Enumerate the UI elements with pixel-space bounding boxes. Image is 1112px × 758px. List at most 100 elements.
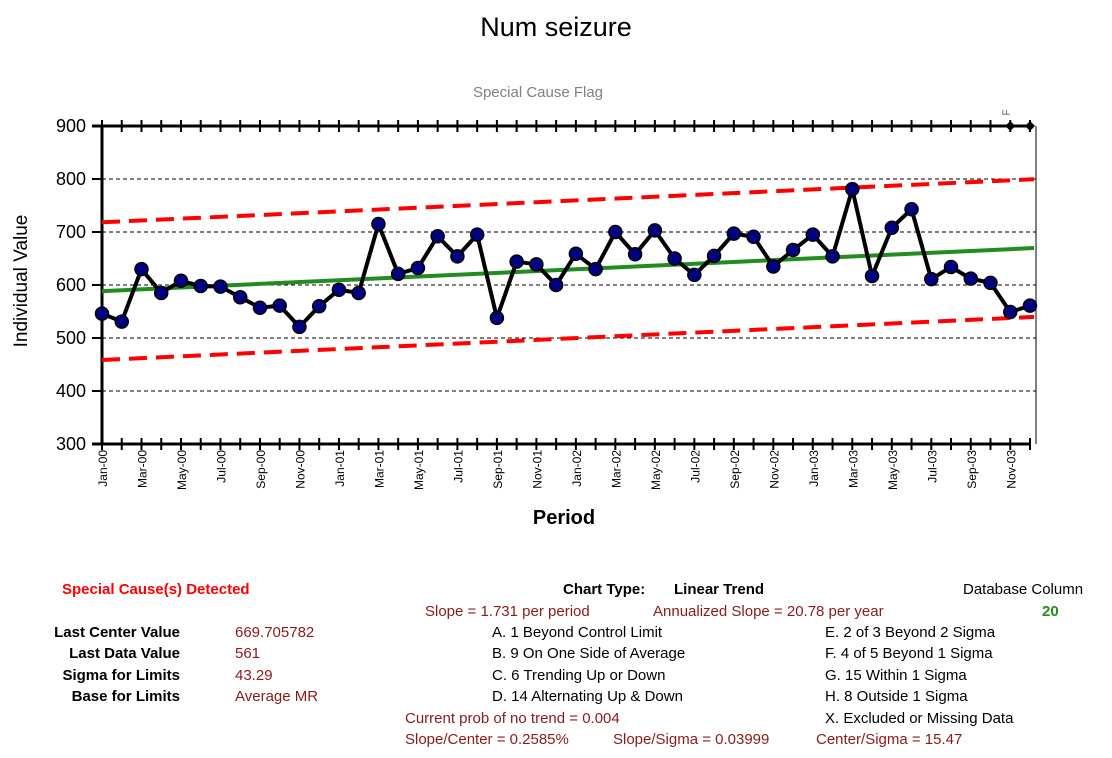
data-point (213, 279, 228, 294)
x-tick-label: Jan-01 (333, 450, 347, 487)
database-column-label: Database Column (963, 581, 1084, 598)
data-point (785, 242, 801, 258)
y-axis-label: Individual Value (11, 214, 32, 348)
axes (92, 120, 1037, 450)
data-point (983, 275, 998, 291)
rule-h: H. 8 Outside 1 Sigma (825, 688, 968, 705)
x-tick-label: Sep-02 (728, 450, 742, 489)
annualized-slope-value: Annualized Slope = 20.78 per year (653, 603, 884, 620)
rule-f: F. 4 of 5 Beyond 1 Sigma (825, 645, 993, 662)
data-point (173, 273, 189, 289)
x-tick-label: Jan-03 (807, 450, 821, 487)
rule-g: G. 15 Within 1 Sigma (825, 667, 967, 684)
data-point (746, 229, 761, 245)
special-cause-status: Special Cause(s) Detected (62, 581, 250, 598)
data-line (101, 187, 1031, 329)
last-data-label: Last Data Value (69, 645, 180, 662)
data-point (351, 285, 366, 301)
y-tick-label: 900 (56, 116, 86, 136)
rule-x: X. Excluded or Missing Data (825, 710, 1014, 727)
flag-label: F (1001, 109, 1013, 116)
x-tick-label: Jan-02 (570, 450, 584, 487)
data-point (292, 319, 307, 335)
database-column-value: 20 (1042, 603, 1059, 620)
data-point (963, 271, 979, 286)
last-center-label: Last Center Value (54, 624, 180, 641)
last-data-value: 561 (235, 645, 261, 662)
rule-c: C. 6 Trending Up or Down (492, 667, 666, 684)
y-tick-label: 500 (56, 328, 86, 348)
x-tick-label: Nov-01 (530, 450, 544, 489)
data-point (568, 246, 584, 261)
x-tick-labels: Jan-00 Mar-00 May-00 Jul-00 Sep-00 Nov-00 Jan-… (96, 450, 1018, 490)
data-point (371, 216, 386, 232)
rule-a: A. 1 Beyond Control Limit (492, 624, 663, 641)
ucl-line (101, 177, 1035, 225)
data-point (489, 310, 505, 326)
x-tick-label: Nov-02 (767, 450, 781, 489)
data-point (410, 260, 426, 276)
x-tick-label: May-03 (886, 450, 900, 490)
x-axis-label: Period (532, 507, 596, 529)
base-label: Base for Limits (71, 688, 180, 705)
last-center-value: 669.705782 (235, 624, 315, 641)
y-tick-label: 600 (56, 275, 86, 295)
chart-subtitle: Special Cause Flag (472, 84, 604, 101)
data-point (687, 267, 702, 283)
data-point (509, 254, 524, 269)
data-point (1003, 304, 1018, 320)
flag-marker (1025, 121, 1035, 131)
data-point (114, 314, 129, 329)
y-tick-label: 700 (56, 222, 86, 242)
data-point (726, 226, 742, 241)
x-tick-label: May-00 (175, 450, 189, 490)
data-point (1022, 298, 1038, 313)
x-tick-label: Nov-00 (293, 450, 307, 489)
x-tick-label: Jul-03 (925, 450, 939, 483)
x-tick-label: Sep-00 (254, 450, 268, 489)
sigma-value: 43.29 (235, 667, 273, 684)
data-point (469, 227, 485, 242)
data-point (193, 278, 208, 294)
data-point (608, 224, 623, 240)
x-tick-label: May-01 (412, 450, 426, 490)
rule-d: D. 14 Alternating Up & Down (492, 688, 683, 705)
data-series (94, 181, 1038, 335)
x-tick-label: Mar-00 (135, 450, 149, 488)
y-tick-label: 400 (56, 381, 86, 401)
y-tick-label: 300 (56, 434, 86, 454)
x-tick-label: Jan-00 (96, 450, 110, 487)
data-point (134, 261, 149, 277)
flag-marker (1005, 121, 1016, 131)
data-point (450, 249, 465, 264)
chart-type-label: Chart Type: (563, 581, 646, 598)
data-point (647, 223, 663, 238)
rule-e: E. 2 of 3 Beyond 2 Sigma (825, 624, 996, 641)
rule-b: B. 9 On One Side of Average (492, 645, 686, 662)
data-point (588, 261, 603, 277)
data-point (667, 251, 682, 266)
data-point (232, 289, 248, 305)
data-point (311, 298, 327, 314)
data-point (884, 220, 900, 236)
data-point (390, 266, 406, 282)
x-tick-label: Jul-02 (688, 450, 702, 483)
x-tick-label: Sep-01 (491, 450, 505, 489)
data-point (548, 277, 564, 293)
x-tick-label: Mar-03 (846, 450, 860, 488)
chart-type-value: Linear Trend (674, 581, 765, 598)
data-point (845, 181, 860, 197)
slope-sigma-ratio: Slope/Sigma = 0.03999 (613, 731, 770, 748)
base-value: Average MR (235, 688, 319, 705)
data-point (252, 300, 268, 316)
data-point (864, 268, 880, 284)
slope-value: Slope = 1.731 per period (425, 603, 590, 620)
sigma-label: Sigma for Limits (62, 667, 180, 684)
x-tick-label: Mar-02 (609, 450, 623, 488)
data-point (272, 298, 287, 313)
data-point (94, 306, 110, 321)
data-point (430, 228, 445, 244)
x-tick-label: Sep-03 (965, 450, 979, 489)
x-tick-label: May-02 (649, 450, 663, 490)
